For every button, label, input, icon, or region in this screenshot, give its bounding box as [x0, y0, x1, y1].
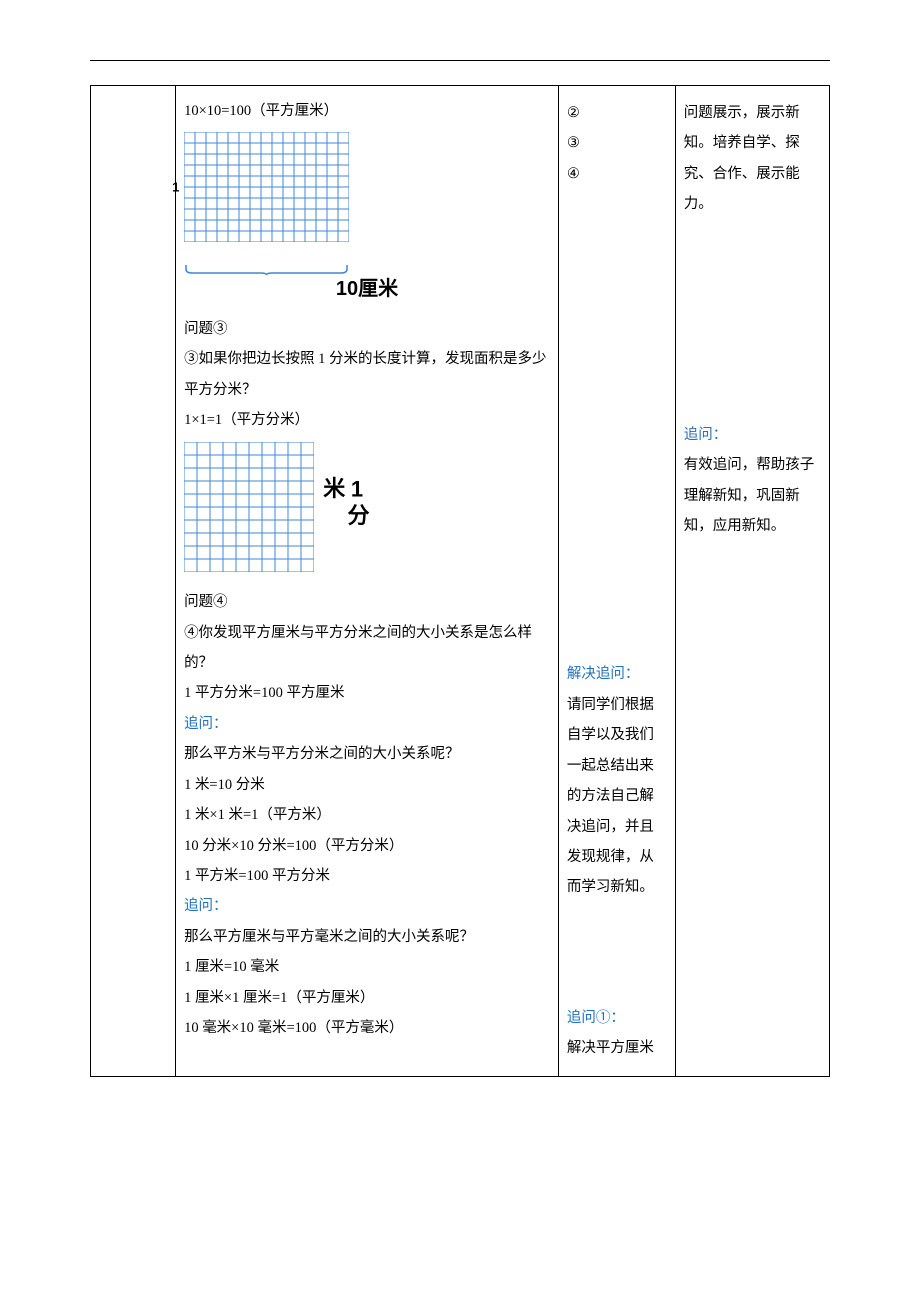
bottom-brace: [184, 256, 550, 266]
grid-caption-right: 1分米: [320, 477, 368, 548]
calc-line: 1 厘米=10 毫米: [184, 952, 550, 982]
calc-line: 1 厘米×1 厘米=1（平方厘米）: [184, 983, 550, 1013]
follow-b1-label: 追问①：: [567, 1003, 667, 1033]
follow-up-text: 那么平方厘米与平方毫米之间的大小关系呢？: [184, 922, 550, 952]
label-cell: [91, 86, 176, 1077]
calc-line: 1 米=10 分米: [184, 770, 550, 800]
grid-left-tick: 1: [172, 174, 179, 201]
question-label: 问题③: [184, 314, 550, 344]
follow-b1-text: 解决平方厘米: [567, 1033, 667, 1063]
calc-line: 1×1=1（平方分米）: [184, 405, 550, 435]
grid-a: 1: [184, 132, 349, 242]
calc-line: 10 毫米×10 毫米=100（平方毫米）: [184, 1013, 550, 1043]
calc-line: 1 平方米=100 平方分米: [184, 861, 550, 891]
solve-text: 请同学们根据自学以及我们一起总结出来的方法自己解决追问，并且发现规律，从而学习新…: [567, 690, 667, 903]
side2-follow-text: 有效追问，帮助孩子理解新知，巩固新知，应用新知。: [684, 450, 821, 541]
grid-figure-1: 1 10厘米: [184, 132, 550, 309]
calc-line: 1 平方分米=100 平方厘米: [184, 678, 550, 708]
solve-label: 解决追问：: [567, 659, 667, 689]
follow-up-label: 追问：: [184, 891, 550, 921]
side2-top-text: 问题展示，展示新知。培养自学、探究、合作、展示能力。: [684, 98, 821, 220]
lesson-plan-table: 10×10=100（平方厘米） 1 10厘米 问题③ ③如果你把边长按照 1 分…: [90, 85, 830, 1077]
side1-cell: ② ③ ④ 解决追问： 请同学们根据自学以及我们一起总结出来的方法自己解决追问，…: [558, 86, 675, 1077]
follow-up-label: 追问：: [184, 709, 550, 739]
follow-up-text: 那么平方米与平方分米之间的大小关系呢？: [184, 739, 550, 769]
table-row: 10×10=100（平方厘米） 1 10厘米 问题③ ③如果你把边长按照 1 分…: [91, 86, 830, 1077]
circled-number: ③: [567, 128, 667, 158]
calc-line: 10 分米×10 分米=100（平方分米）: [184, 831, 550, 861]
side2-follow-label: 追问：: [684, 420, 821, 450]
question-text: ③如果你把边长按照 1 分米的长度计算，发现面积是多少平方分米？: [184, 344, 550, 405]
side2-cell: 问题展示，展示新知。培养自学、探究、合作、展示能力。 追问： 有效追问，帮助孩子…: [675, 86, 829, 1077]
calc-line: 1 米×1 米=1（平方米）: [184, 800, 550, 830]
question-text: ④你发现平方厘米与平方分米之间的大小关系是怎么样的？: [184, 618, 550, 679]
question-label: 问题④: [184, 587, 550, 617]
circled-number: ②: [567, 98, 667, 128]
grid-figure-2: 1分米: [184, 442, 314, 583]
top-rule: [90, 60, 830, 61]
calc-line: 10×10=100（平方厘米）: [184, 96, 550, 126]
grid-b: [184, 442, 314, 572]
main-cell: 10×10=100（平方厘米） 1 10厘米 问题③ ③如果你把边长按照 1 分…: [176, 86, 559, 1077]
circled-number: ④: [567, 159, 667, 189]
